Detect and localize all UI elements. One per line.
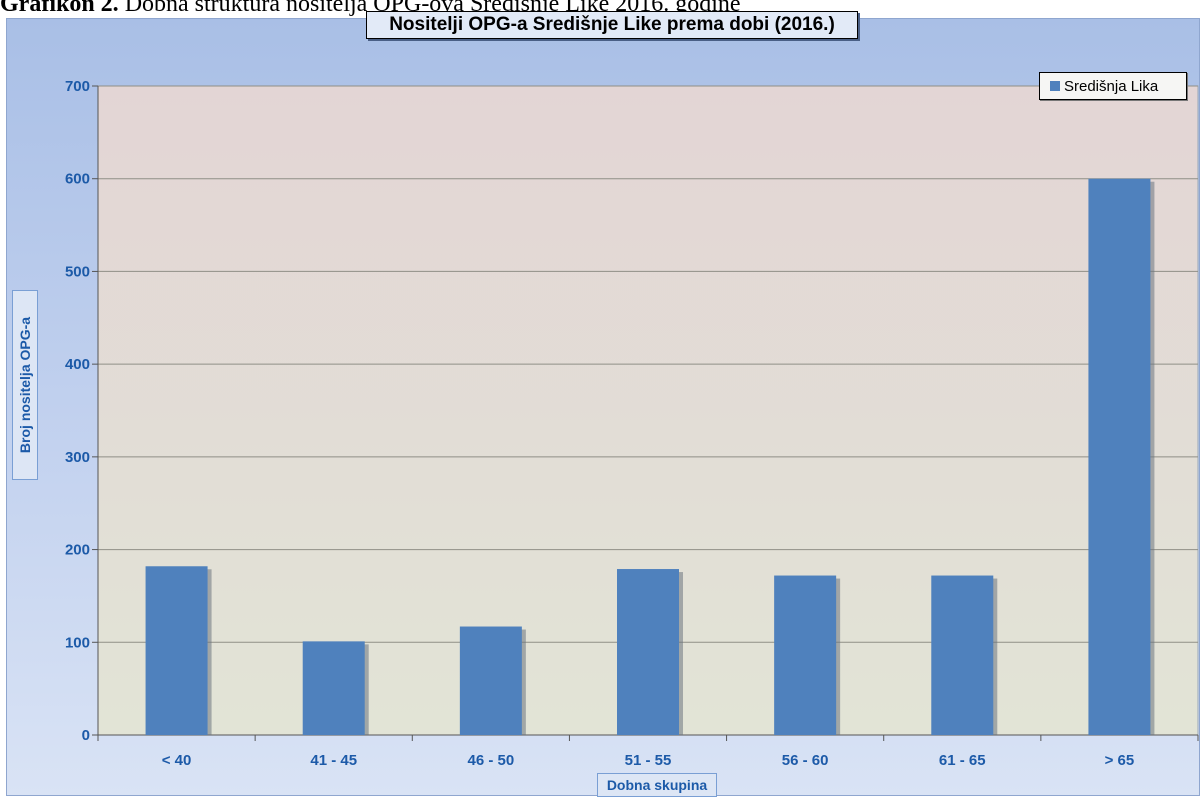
legend-label: Središnja Lika [1064, 78, 1159, 95]
y-axis-label: Broj nositelja OPG-a [17, 316, 33, 454]
bar [302, 641, 365, 735]
bar [1088, 178, 1151, 735]
y-tick-label: 0 [82, 727, 90, 744]
y-tick-label: 200 [65, 542, 90, 559]
bar [459, 626, 522, 735]
x-axis-label: Dobna skupina [597, 773, 717, 797]
chart-title: Nositelji OPG-a Središnje Like prema dob… [366, 11, 858, 39]
y-tick-label: 400 [65, 356, 90, 373]
x-tick-label: > 65 [1105, 752, 1135, 769]
legend-swatch [1050, 81, 1060, 91]
x-tick-label: 61 - 65 [939, 752, 986, 769]
y-axis-label-box: Broj nositelja OPG-a [12, 290, 38, 480]
bar [931, 575, 994, 735]
y-tick-label: 100 [65, 634, 90, 651]
y-tick-label: 500 [65, 263, 90, 280]
x-tick-label: 46 - 50 [468, 752, 515, 769]
x-tick-label: 56 - 60 [782, 752, 829, 769]
x-tick-label: 51 - 55 [625, 752, 672, 769]
y-tick-label: 600 [65, 171, 90, 188]
bar [617, 569, 679, 735]
y-tick-label: 300 [65, 449, 90, 466]
y-tick-label: 700 [65, 78, 90, 95]
legend[interactable]: Središnja Lika [1039, 72, 1187, 100]
x-tick-label: < 40 [162, 752, 192, 769]
x-tick-label: 41 - 45 [310, 752, 357, 769]
bar [145, 566, 208, 735]
caption-label: Grafikon 2. [0, 0, 119, 17]
bar [774, 575, 837, 735]
